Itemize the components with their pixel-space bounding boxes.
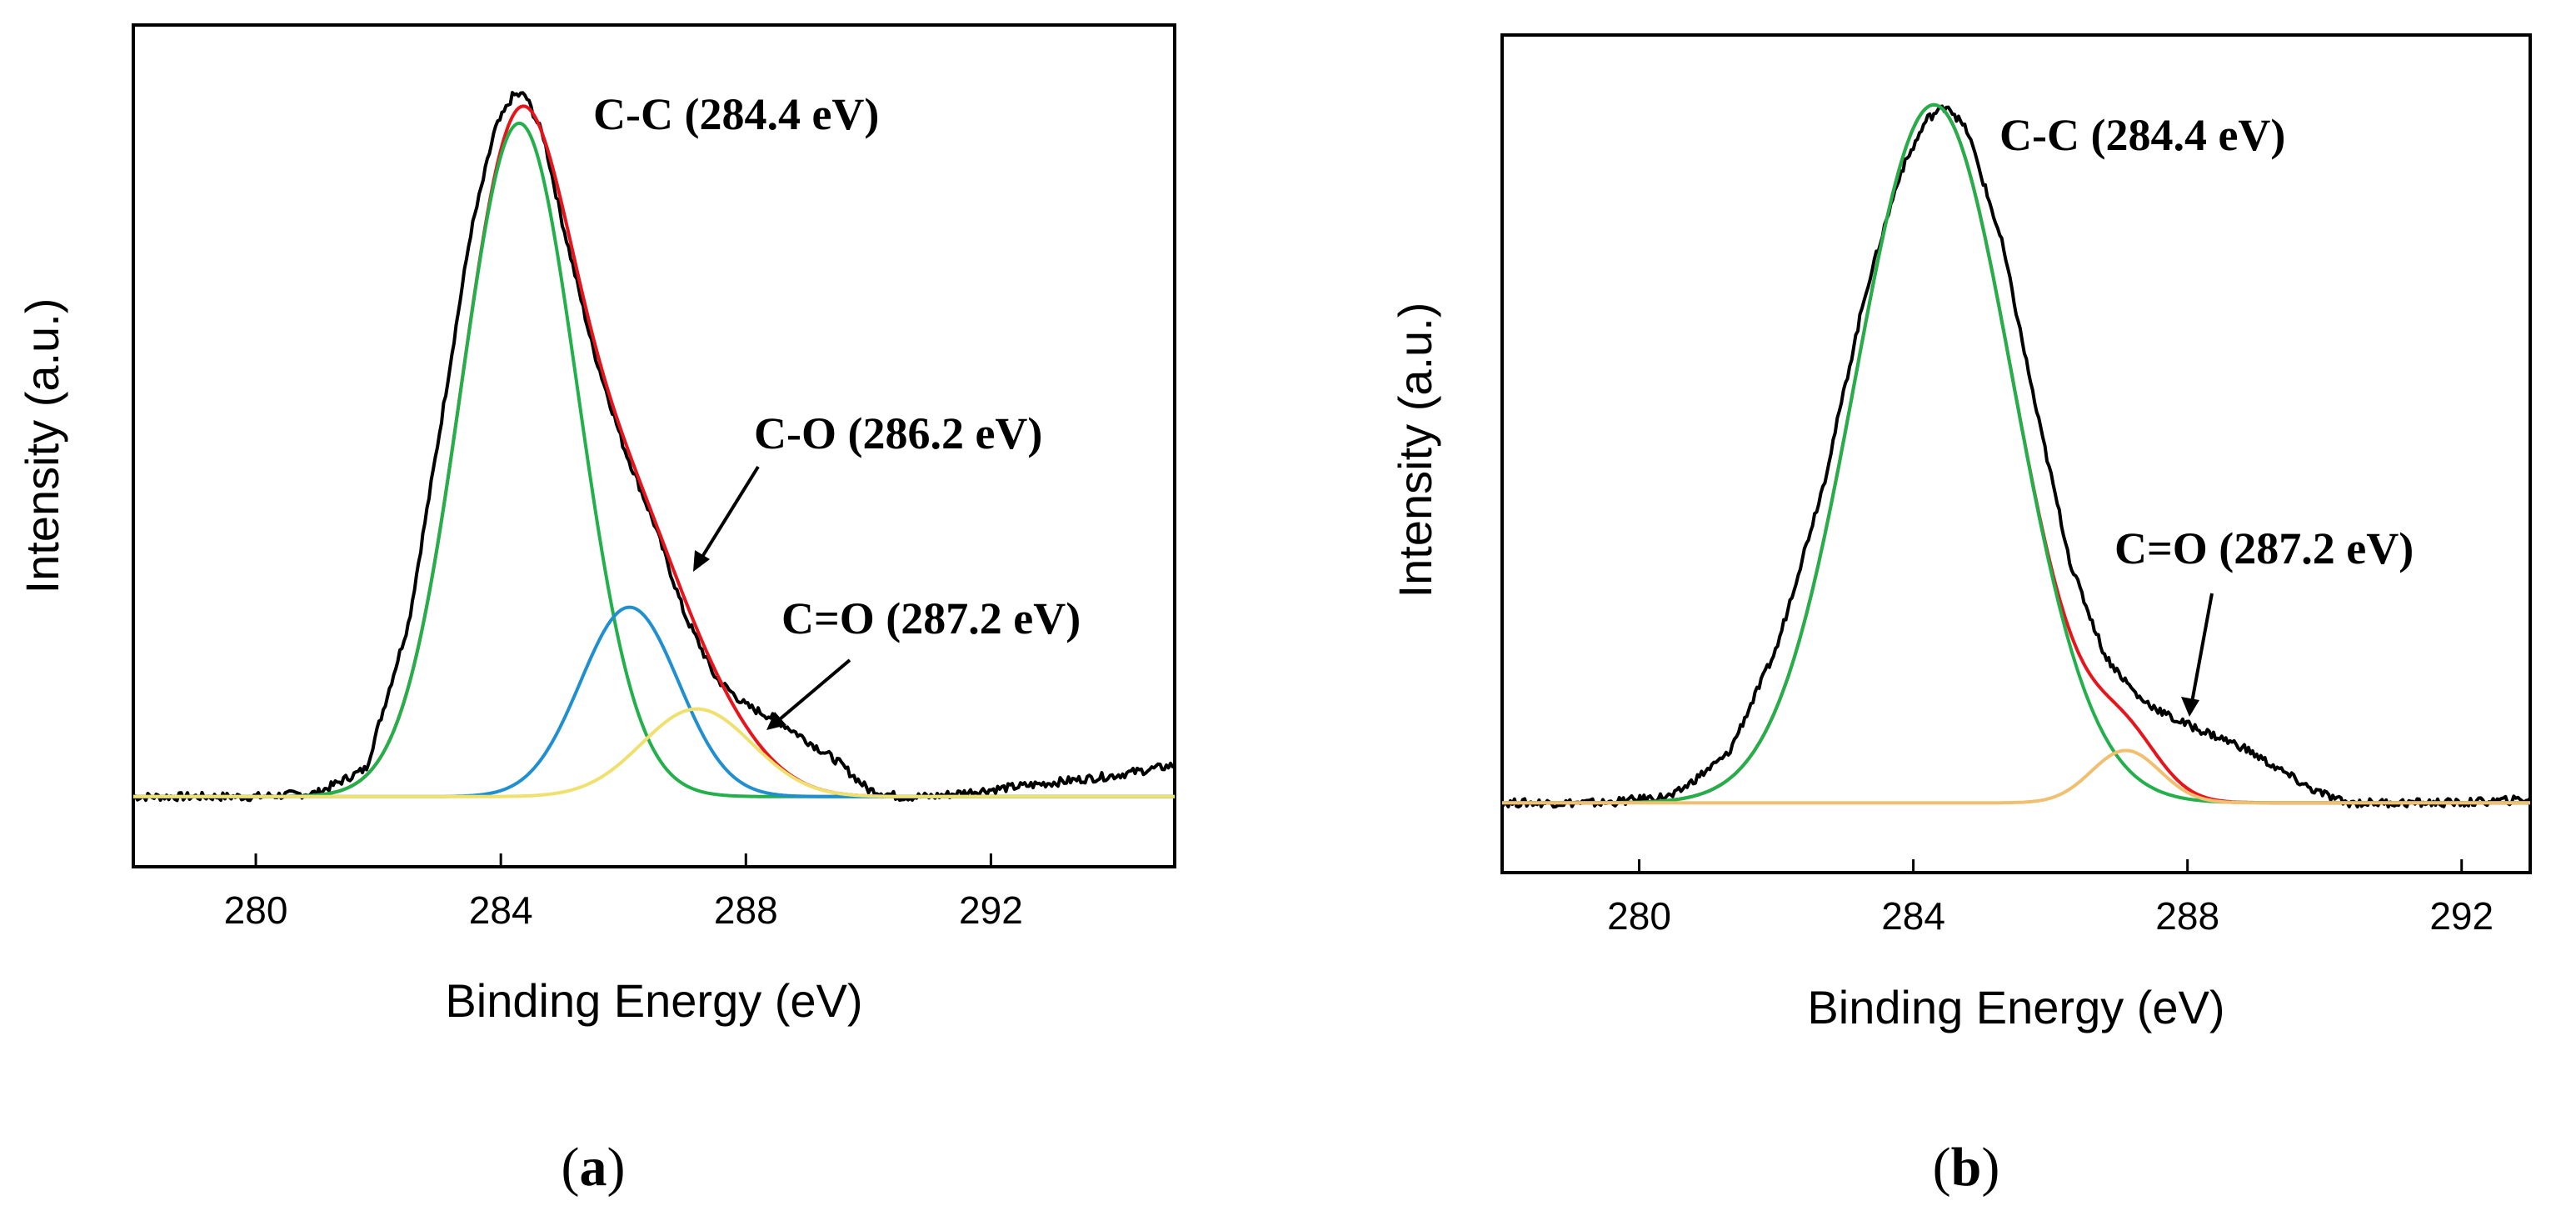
- panel-a-ceqo-component-line: [133, 707, 1175, 798]
- panel-b-ceqo-component-line: [1502, 748, 2530, 805]
- panel-a-x-tick-label: 284: [469, 888, 533, 932]
- panel-a-caption: (a): [562, 1137, 626, 1198]
- panel-a-x-tick-label: 288: [714, 888, 778, 932]
- panel-b-cc-component-line: [1502, 103, 2530, 805]
- panel-b-caption: (b): [1933, 1137, 2000, 1198]
- panel-b-y-axis-title: Intensity (a.u.): [1389, 303, 1441, 598]
- panel-a-x-tick-label: 292: [959, 888, 1023, 932]
- panel-a: 280 284 288 292 Intensity (a.u.) Binding En…: [16, 23, 1176, 1198]
- panel-a-cc-label: C-C (284.4 eV): [593, 89, 879, 139]
- panel-b-x-tick-label: 288: [2155, 894, 2219, 938]
- panel-a-ceqo-arrow: [773, 658, 851, 725]
- panel-a-cc-component-line: [133, 121, 1175, 798]
- panel-a-x-tick-label: 280: [224, 888, 288, 932]
- panel-b-cc-label: C-C (284.4 eV): [1999, 110, 2285, 160]
- panel-a-y-axis-title: Intensity (a.u.): [16, 298, 68, 594]
- panel-a-ceqo-label: C=O (287.2 eV): [781, 593, 1081, 643]
- panel-b-x-tick-label: 284: [1881, 894, 1945, 938]
- panel-b-x-axis-title: Binding Energy (eV): [1807, 981, 2224, 1033]
- panel-a-co-label: C-O (286.2 eV): [754, 408, 1042, 458]
- panel-b-x-tick-label: 280: [1607, 894, 1671, 938]
- panel-b-ceqo-label: C=O (287.2 eV): [2114, 523, 2414, 573]
- panel-a-plot-frame: [132, 23, 1176, 868]
- panel-b-experimental-line: [1500, 104, 2532, 809]
- panel-a-co-arrowhead: [693, 550, 710, 572]
- panel-b-plot-frame: [1500, 33, 2532, 874]
- panel-b: 280 284 288 292 Intensity (a.u.) Binding En…: [1389, 33, 2532, 1198]
- panel-a-co-arrow: [696, 465, 760, 565]
- panel-b-ceqo-arrowhead: [2181, 697, 2199, 717]
- panel-a-ticks: 280 284 288 292: [224, 853, 1023, 932]
- panel-a-ceqo-arrowhead: [766, 712, 786, 730]
- panel-b-x-tick-label: 292: [2429, 894, 2494, 938]
- panel-b-curves: [1500, 103, 2532, 809]
- panel-a-x-axis-title: Binding Energy (eV): [445, 974, 862, 1027]
- panel-b-envelope-line: [1502, 103, 2530, 805]
- panel-b-ceqo-arrow: [2189, 593, 2214, 708]
- panel-b-ticks: 280 284 288 292: [1607, 859, 2494, 938]
- panel-a-curves: [132, 91, 1176, 803]
